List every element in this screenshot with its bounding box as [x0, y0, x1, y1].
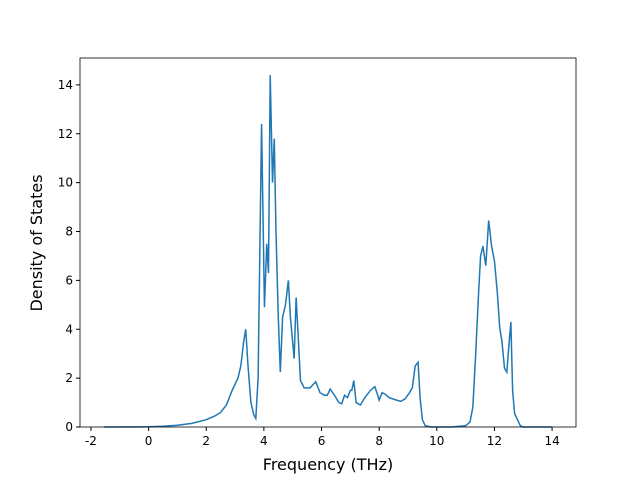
x-axis-label: Frequency (THz) [263, 455, 393, 474]
x-tick-label: 10 [429, 434, 444, 448]
x-tick-label: 4 [260, 434, 268, 448]
y-tick-label: 12 [58, 127, 73, 141]
y-tick-label: 10 [58, 176, 73, 190]
y-tick-label: 2 [65, 371, 73, 385]
x-tick-label: 2 [202, 434, 210, 448]
x-tick-label: 12 [487, 434, 502, 448]
x-tick-label: 6 [318, 434, 326, 448]
y-tick-label: 14 [58, 78, 73, 92]
plot-frame [79, 57, 577, 428]
y-tick-label: 6 [65, 273, 73, 287]
x-tick-label: 8 [375, 434, 383, 448]
y-axis-label: Density of States [27, 174, 46, 311]
x-tick-label: 14 [544, 434, 559, 448]
x-tick-label: 0 [145, 434, 153, 448]
x-tick-label: -2 [85, 434, 97, 448]
line [103, 75, 553, 428]
y-tick-label: 0 [65, 420, 73, 434]
y-tick-label: 8 [65, 225, 73, 239]
y-tick-label: 4 [65, 322, 73, 336]
